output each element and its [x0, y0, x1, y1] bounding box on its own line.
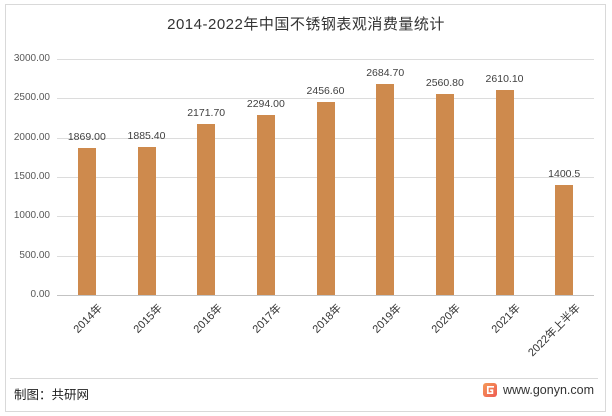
y-axis-tick-label: 2000.00: [13, 132, 50, 143]
website-watermark: www.gonyn.com: [482, 383, 594, 397]
gridline: [57, 98, 594, 99]
footer-divider: [10, 378, 598, 379]
bar-value-label: 2294.00: [246, 97, 285, 110]
bar-value-label: 1869.00: [67, 131, 106, 143]
bar-value-label: 2684.70: [366, 66, 405, 79]
bar: [316, 101, 335, 295]
bar: [77, 148, 96, 295]
bar: [495, 89, 514, 295]
bar: [435, 93, 454, 295]
bar: [256, 114, 275, 295]
bar-column: 1400.5: [534, 59, 594, 295]
bar: [197, 124, 216, 295]
y-axis-tick-label: 1000.00: [13, 210, 50, 221]
y-axis-tick-label: 0.00: [30, 289, 50, 300]
gridline: [57, 59, 594, 60]
bar: [555, 184, 574, 295]
bar-column: 2456.60: [296, 59, 356, 295]
credit-text: 制图：共研网: [14, 388, 90, 402]
y-axis-tick-label: 2500.00: [13, 92, 50, 103]
gonyn-logo-icon: [482, 383, 497, 397]
plot-area: 1869.00 1885.40 2171.70 2294.00 2456.60 2684.…: [57, 59, 594, 296]
bar-value-label: 1400.5: [548, 167, 581, 180]
bar-value-label: 2560.80: [425, 76, 464, 89]
y-axis-tick-label: 1500.00: [13, 171, 50, 182]
bar-column: 2294.00: [236, 59, 296, 295]
y-axis-tick-label: 3000.00: [13, 53, 50, 64]
bars-container: 1869.00 1885.40 2171.70 2294.00 2456.60 2684.…: [57, 59, 594, 295]
y-axis-tick-label: 500.00: [19, 250, 50, 261]
bar: [376, 83, 395, 295]
chart-title: 2014-2022年中国不锈钢表观消费量统计: [167, 16, 445, 33]
website-url: www.gonyn.com: [502, 383, 594, 397]
bar-column: 2684.70: [355, 59, 415, 295]
gridline: [57, 295, 594, 296]
bar-value-label: 2610.10: [485, 72, 524, 85]
bar-column: 2560.80: [415, 59, 475, 295]
bar-value-label: 1885.40: [127, 129, 166, 142]
bar-column: 2171.70: [176, 59, 236, 295]
bar-value-label: 2456.60: [306, 84, 345, 97]
bar: [137, 146, 156, 295]
bar-column: 1869.00: [57, 59, 117, 295]
bar-column: 2610.10: [475, 59, 535, 295]
bar-column: 1885.40: [117, 59, 177, 295]
bar-value-label: 2171.70: [187, 107, 226, 120]
